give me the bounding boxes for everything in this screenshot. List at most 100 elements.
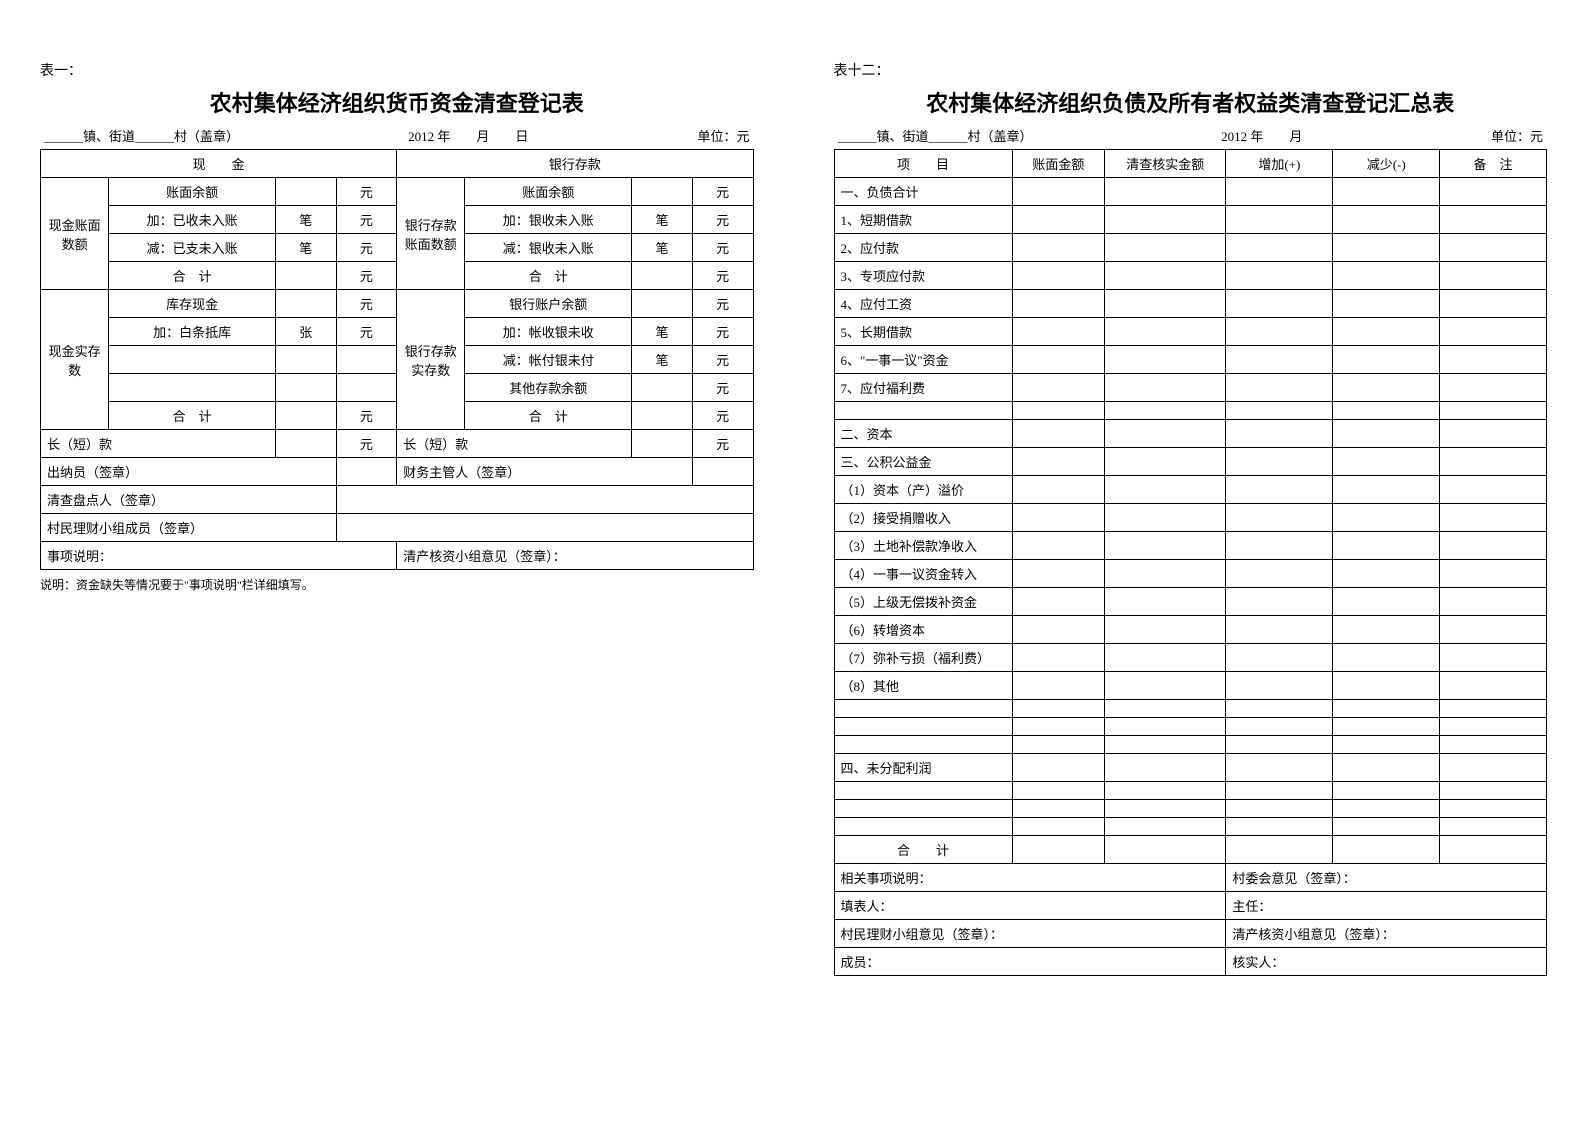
cell xyxy=(109,346,276,374)
cell: 加：白条抵库 xyxy=(109,318,276,346)
bank-actual-label: 银行存款实存数 xyxy=(397,290,465,430)
cell xyxy=(336,374,397,402)
header-left: ______镇、街道______村（盖章） xyxy=(838,126,1033,145)
row-label: （3）土地补偿款净收入 xyxy=(834,532,1012,560)
cell xyxy=(1333,560,1440,588)
table-row: 四、未分配利润 xyxy=(834,754,1547,782)
row-label: （2）接受捐赠收入 xyxy=(834,504,1012,532)
opinion-cell: 清产核资小组意见（签章）： xyxy=(397,542,753,570)
cell xyxy=(1226,718,1333,736)
row-label: 5、长期借款 xyxy=(834,318,1012,346)
cell xyxy=(1012,754,1105,782)
footnote: 说明：资金缺失等情况要于"事项说明"栏详细填写。 xyxy=(40,576,754,593)
cell xyxy=(1333,420,1440,448)
cell xyxy=(1012,448,1105,476)
cell xyxy=(1440,420,1547,448)
cell xyxy=(1105,800,1226,818)
cell xyxy=(1226,318,1333,346)
sig-finance: 财务主管人（签章） xyxy=(397,458,693,486)
table-row xyxy=(834,402,1547,420)
cell xyxy=(1440,234,1547,262)
sig-committee: 村民理财小组成员（签章） xyxy=(41,514,337,542)
cell xyxy=(1333,504,1440,532)
sig-inventory: 清查盘点人（签章） xyxy=(41,486,337,514)
cell: 元 xyxy=(692,318,753,346)
cell: 合 计 xyxy=(109,402,276,430)
sig-filler: 填表人： xyxy=(834,892,1226,920)
table-row xyxy=(834,700,1547,718)
cell: 元 xyxy=(692,346,753,374)
cell xyxy=(1440,532,1547,560)
cell xyxy=(1012,782,1105,800)
cell: 合 计 xyxy=(465,262,632,290)
cell xyxy=(1226,402,1333,420)
col: 清查核实金额 xyxy=(1105,150,1226,178)
cell xyxy=(1012,560,1105,588)
cell xyxy=(1440,262,1547,290)
cell xyxy=(1226,178,1333,206)
cell: 元 xyxy=(336,290,397,318)
cell: 笔 xyxy=(632,318,693,346)
cell xyxy=(275,430,336,458)
cell xyxy=(1440,754,1547,782)
table-row: 4、应付工资 xyxy=(834,290,1547,318)
form-one-label: 表一： xyxy=(40,60,754,80)
cell: 合 计 xyxy=(465,402,632,430)
col: 备 注 xyxy=(1440,150,1547,178)
cell xyxy=(1333,178,1440,206)
cell xyxy=(275,346,336,374)
cell xyxy=(275,290,336,318)
row-label xyxy=(834,736,1012,754)
cell xyxy=(1012,836,1105,864)
cell xyxy=(1440,588,1547,616)
cell xyxy=(1226,588,1333,616)
cell: 银行账户余额 xyxy=(465,290,632,318)
cell xyxy=(1105,616,1226,644)
cell: 元 xyxy=(692,374,753,402)
cell: 合 计 xyxy=(109,262,276,290)
cell xyxy=(1105,754,1226,782)
table-row: （5）上级无偿拨补资金 xyxy=(834,588,1547,616)
cell xyxy=(1333,644,1440,672)
cell xyxy=(1105,588,1226,616)
cell xyxy=(632,374,693,402)
cash-actual-label: 现金实存数 xyxy=(41,290,109,430)
cash-header: 现 金 xyxy=(41,150,397,178)
cell xyxy=(1226,736,1333,754)
cell xyxy=(109,374,276,402)
cell xyxy=(1105,374,1226,402)
cell xyxy=(1440,818,1547,836)
table-one: 现 金 银行存款 现金账面数额 账面余额 元 银行存款账面数额 账面余额 元 加… xyxy=(40,149,754,570)
cell xyxy=(1440,346,1547,374)
row-label: 7、应付福利费 xyxy=(834,374,1012,402)
cell xyxy=(1012,672,1105,700)
table-row: 7、应付福利费 xyxy=(834,374,1547,402)
cell: 加：银收未入账 xyxy=(465,206,632,234)
cell xyxy=(1012,234,1105,262)
cell xyxy=(1105,178,1226,206)
cell xyxy=(1012,346,1105,374)
cell xyxy=(1333,836,1440,864)
cell xyxy=(1333,290,1440,318)
row-label: （4）一事一议资金转入 xyxy=(834,560,1012,588)
row-label xyxy=(834,818,1012,836)
row-label: 二、资本 xyxy=(834,420,1012,448)
table-row: 5、长期借款 xyxy=(834,318,1547,346)
form-two: 表十二： 农村集体经济组织负债及所有者权益类清查登记汇总表 ______镇、街道… xyxy=(834,60,1548,1062)
cell: 元 xyxy=(692,206,753,234)
table-row: （8）其他 xyxy=(834,672,1547,700)
row-label: 6、"一事一议"资金 xyxy=(834,346,1012,374)
cell xyxy=(1226,346,1333,374)
cell xyxy=(1105,290,1226,318)
cell xyxy=(1012,718,1105,736)
cell xyxy=(1440,800,1547,818)
cell xyxy=(1440,700,1547,718)
cell xyxy=(1333,588,1440,616)
form-two-label: 表十二： xyxy=(834,60,1548,80)
cell xyxy=(632,290,693,318)
cell xyxy=(1440,178,1547,206)
table-row xyxy=(834,736,1547,754)
total-label: 合 计 xyxy=(834,836,1012,864)
cell: 账面余额 xyxy=(109,178,276,206)
cell xyxy=(1105,504,1226,532)
